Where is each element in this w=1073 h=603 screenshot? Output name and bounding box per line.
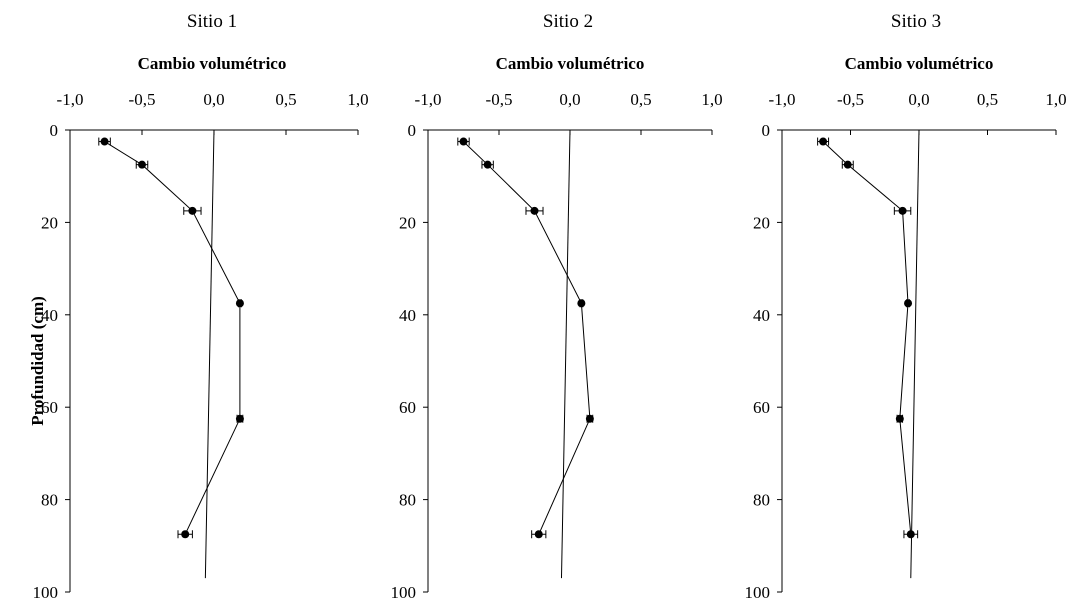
- y-tick-label: 80: [399, 491, 416, 510]
- x-tick-label: 0,0: [559, 90, 580, 109]
- reference-line: [560, 129, 571, 579]
- data-point: [904, 299, 913, 308]
- panel-sitio-1: Sitio 1 Cambio volumétrico -1,0 -0,5 0,0 0,…: [33, 11, 369, 602]
- series-line: [104, 141, 241, 535]
- x-tick-label: 0,5: [630, 90, 651, 109]
- x-tick-label: -0,5: [129, 90, 156, 109]
- data-point: [138, 160, 146, 169]
- y-tick-label: 0: [50, 121, 59, 140]
- data-point: [906, 530, 915, 539]
- y-tick-label: 20: [41, 213, 58, 232]
- x-tick-label: 1,0: [701, 90, 722, 109]
- y-tick-label: 0: [762, 121, 771, 140]
- panel-title: Sitio 2: [543, 11, 593, 32]
- panel-sitio-2: Sitio 2 Cambio volumétrico -1,0 -0,5 0,0 0,…: [391, 11, 723, 602]
- series-line: [822, 141, 912, 535]
- data-point: [235, 414, 244, 423]
- x-axis-label: Cambio volumétrico: [496, 54, 645, 73]
- data-point: [534, 530, 543, 539]
- y-axis-label: Profundidad (cm): [28, 296, 47, 426]
- x-tick-label: 0,5: [977, 90, 998, 109]
- reference-line: [910, 129, 920, 579]
- y-tick-label: 80: [41, 491, 58, 510]
- x-tick-label: -1,0: [769, 90, 796, 109]
- y-tick-label: 100: [33, 583, 59, 602]
- data-point: [530, 206, 539, 215]
- data-point: [483, 160, 492, 169]
- data-point: [459, 137, 468, 146]
- y-tick-label: 60: [753, 398, 770, 417]
- panel-title: Sitio 1: [187, 11, 237, 32]
- x-tick-label: 1,0: [347, 90, 368, 109]
- x-tick-label: -0,5: [486, 90, 513, 109]
- x-tick-label: -1,0: [57, 90, 84, 109]
- y-tick-label: 60: [399, 398, 416, 417]
- x-axis-label: Cambio volumétrico: [845, 54, 994, 73]
- data-point: [843, 160, 852, 169]
- x-tick-label: -0,5: [837, 90, 864, 109]
- y-tick-label: 40: [753, 306, 770, 325]
- x-tick-label: 1,0: [1045, 90, 1066, 109]
- data-point: [188, 206, 197, 215]
- data-point: [819, 137, 828, 146]
- data-point: [181, 530, 190, 539]
- y-tick-label: 40: [41, 306, 58, 325]
- y-tick-label: 100: [745, 583, 771, 602]
- y-tick-label: 0: [408, 121, 417, 140]
- y-tick-label: 60: [41, 398, 58, 417]
- data-point: [585, 414, 594, 423]
- panel-title: Sitio 3: [891, 11, 941, 32]
- series-line: [463, 141, 591, 535]
- y-tick-label: 40: [399, 306, 416, 325]
- x-tick-label: 0,0: [203, 90, 224, 109]
- data-point: [895, 414, 904, 423]
- data-point: [577, 299, 586, 308]
- data-point: [898, 206, 907, 215]
- data-point: [100, 137, 109, 146]
- x-tick-label: 0,0: [908, 90, 929, 109]
- y-tick-label: 20: [399, 213, 416, 232]
- x-axis-label: Cambio volumétrico: [138, 54, 287, 73]
- y-tick-label: 20: [753, 213, 770, 232]
- y-tick-label: 80: [753, 491, 770, 510]
- reference-line: [204, 129, 215, 579]
- x-tick-label: -1,0: [415, 90, 442, 109]
- x-tick-label: 0,5: [275, 90, 296, 109]
- y-tick-label: 100: [391, 583, 417, 602]
- data-point: [235, 299, 244, 308]
- panel-sitio-3: Sitio 3 Cambio volumétrico -1,0 -0,5 0,0 0,…: [745, 11, 1067, 602]
